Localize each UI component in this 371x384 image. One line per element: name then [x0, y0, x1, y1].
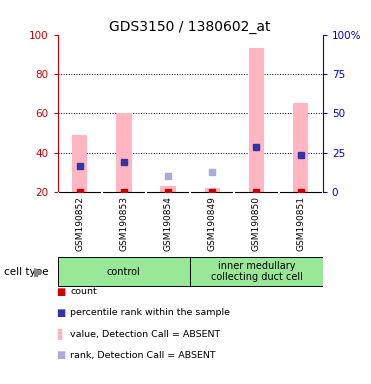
Text: GSM190851: GSM190851: [296, 196, 305, 251]
Text: control: control: [107, 266, 141, 277]
Text: percentile rank within the sample: percentile rank within the sample: [70, 308, 230, 318]
Bar: [293, 103, 308, 192]
Text: ▌: ▌: [57, 328, 65, 340]
Text: GSM190852: GSM190852: [75, 196, 84, 251]
Text: ▶: ▶: [34, 265, 44, 278]
Text: count: count: [70, 287, 97, 296]
Text: GSM190854: GSM190854: [164, 196, 173, 251]
Bar: [204, 188, 220, 192]
Title: GDS3150 / 1380602_at: GDS3150 / 1380602_at: [109, 20, 271, 33]
Text: GSM190850: GSM190850: [252, 196, 261, 251]
Bar: [249, 48, 264, 192]
Text: inner medullary
collecting duct cell: inner medullary collecting duct cell: [210, 261, 302, 283]
Text: cell type: cell type: [4, 266, 48, 277]
Bar: [116, 113, 132, 192]
Bar: [72, 135, 87, 192]
Bar: [160, 186, 176, 192]
Bar: [190, 257, 323, 286]
Text: value, Detection Call = ABSENT: value, Detection Call = ABSENT: [70, 329, 221, 339]
Text: rank, Detection Call = ABSENT: rank, Detection Call = ABSENT: [70, 351, 216, 360]
Text: ■: ■: [57, 350, 66, 360]
Text: ■: ■: [57, 308, 66, 318]
Text: GSM190853: GSM190853: [119, 196, 128, 251]
Bar: [58, 257, 190, 286]
Text: ■: ■: [57, 287, 66, 297]
Text: GSM190849: GSM190849: [208, 196, 217, 251]
